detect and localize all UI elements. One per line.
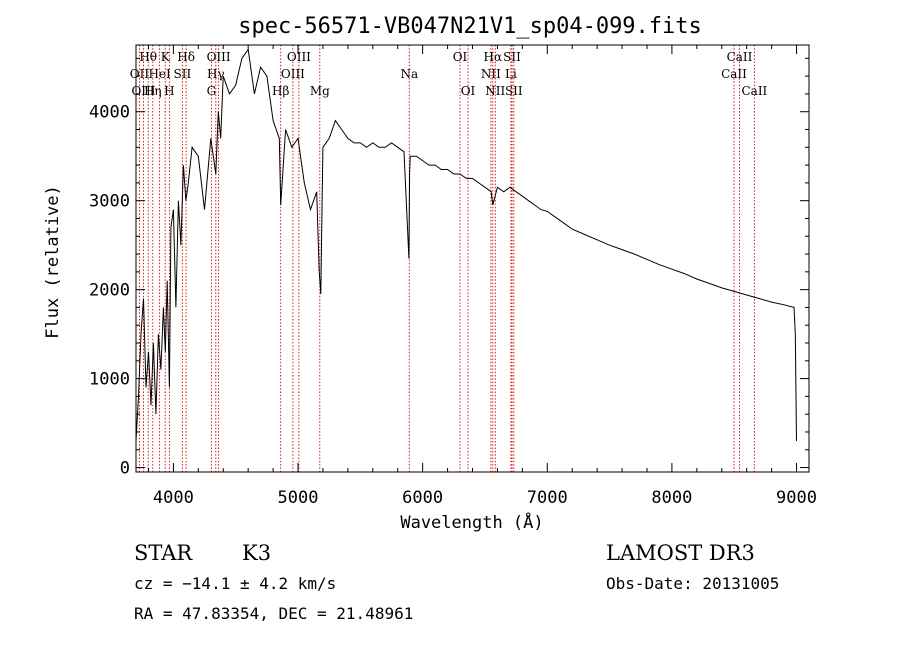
line-label-OIII: OIII bbox=[131, 84, 155, 98]
y-tick-label: 3000 bbox=[89, 192, 130, 212]
line-label-CaII: CaII bbox=[721, 67, 747, 81]
x-tick-label: 6000 bbox=[402, 488, 443, 508]
line-label-Mg: Mg bbox=[310, 84, 330, 98]
line-label-Li: Li bbox=[505, 67, 517, 81]
line-label-OI: OI bbox=[461, 84, 476, 98]
line-label-NII: NII bbox=[481, 67, 501, 81]
x-axis: 4000 5000 6000 7000 8000 9000 bbox=[147, 45, 817, 508]
line-label-CaII: CaII bbox=[741, 84, 767, 98]
y-axis-label: Flux (relative) bbox=[43, 185, 63, 339]
object-class: STAR bbox=[134, 541, 193, 565]
plot-frame bbox=[135, 44, 810, 473]
x-tick-label: 7000 bbox=[527, 488, 568, 508]
x-tick-label: 9000 bbox=[776, 488, 817, 508]
redshift-text: cz = −14.1 ± 4.2 km/s bbox=[134, 574, 336, 593]
object-subclass: K3 bbox=[242, 541, 271, 565]
line-label-CaII: CaII bbox=[727, 50, 753, 64]
line-label-Na: Na bbox=[400, 67, 418, 81]
line-label-HeI: HeI bbox=[148, 67, 171, 81]
survey-name: LAMOST DR3 bbox=[606, 541, 755, 565]
coordinates: RA = 47.83354, DEC = 21.48961 bbox=[134, 604, 413, 623]
y-tick-label: 2000 bbox=[89, 281, 130, 301]
line-label-Hγ: Hγ bbox=[207, 67, 225, 81]
line-label-OIII: OIII bbox=[287, 50, 311, 64]
x-tick-label: 5000 bbox=[278, 488, 319, 508]
line-label-G: G bbox=[207, 84, 217, 98]
line-label-SII: SII bbox=[505, 84, 523, 98]
y-tick-label: 1000 bbox=[89, 370, 130, 390]
line-label-Hδ: Hδ bbox=[177, 50, 195, 64]
line-label-OII: OII bbox=[130, 67, 150, 81]
line-label-SII: SII bbox=[503, 50, 521, 64]
line-label-OIII: OIII bbox=[281, 67, 305, 81]
line-label-NII: NII bbox=[485, 84, 505, 98]
line-label-Hβ: Hβ bbox=[272, 84, 289, 98]
line-label-Hα: Hα bbox=[484, 50, 503, 64]
line-label-K: K bbox=[161, 50, 171, 64]
chart-title: spec-56571-VB047N21V1_sp04-099.fits bbox=[238, 14, 702, 39]
line-label-OIII: OIII bbox=[207, 50, 231, 64]
y-axis: 0 1000 2000 3000 4000 bbox=[89, 57, 809, 479]
line-label-SII: SII bbox=[174, 67, 192, 81]
x-tick-label: 4000 bbox=[153, 488, 194, 508]
spectral-line-markers bbox=[138, 45, 755, 472]
line-label-OI: OI bbox=[453, 50, 468, 64]
x-tick-label: 8000 bbox=[651, 488, 692, 508]
line-label-H: H bbox=[164, 84, 174, 98]
line-label-Hη: Hη bbox=[144, 84, 162, 98]
obs-date: Obs-Date: 20131005 bbox=[606, 574, 779, 593]
y-tick-label: 0 bbox=[120, 459, 130, 479]
x-axis-label: Wavelength (Å) bbox=[400, 511, 543, 533]
y-tick-label: 4000 bbox=[89, 103, 130, 123]
line-label-Hθ: Hθ bbox=[139, 50, 157, 64]
spectrum-line bbox=[135, 48, 797, 441]
